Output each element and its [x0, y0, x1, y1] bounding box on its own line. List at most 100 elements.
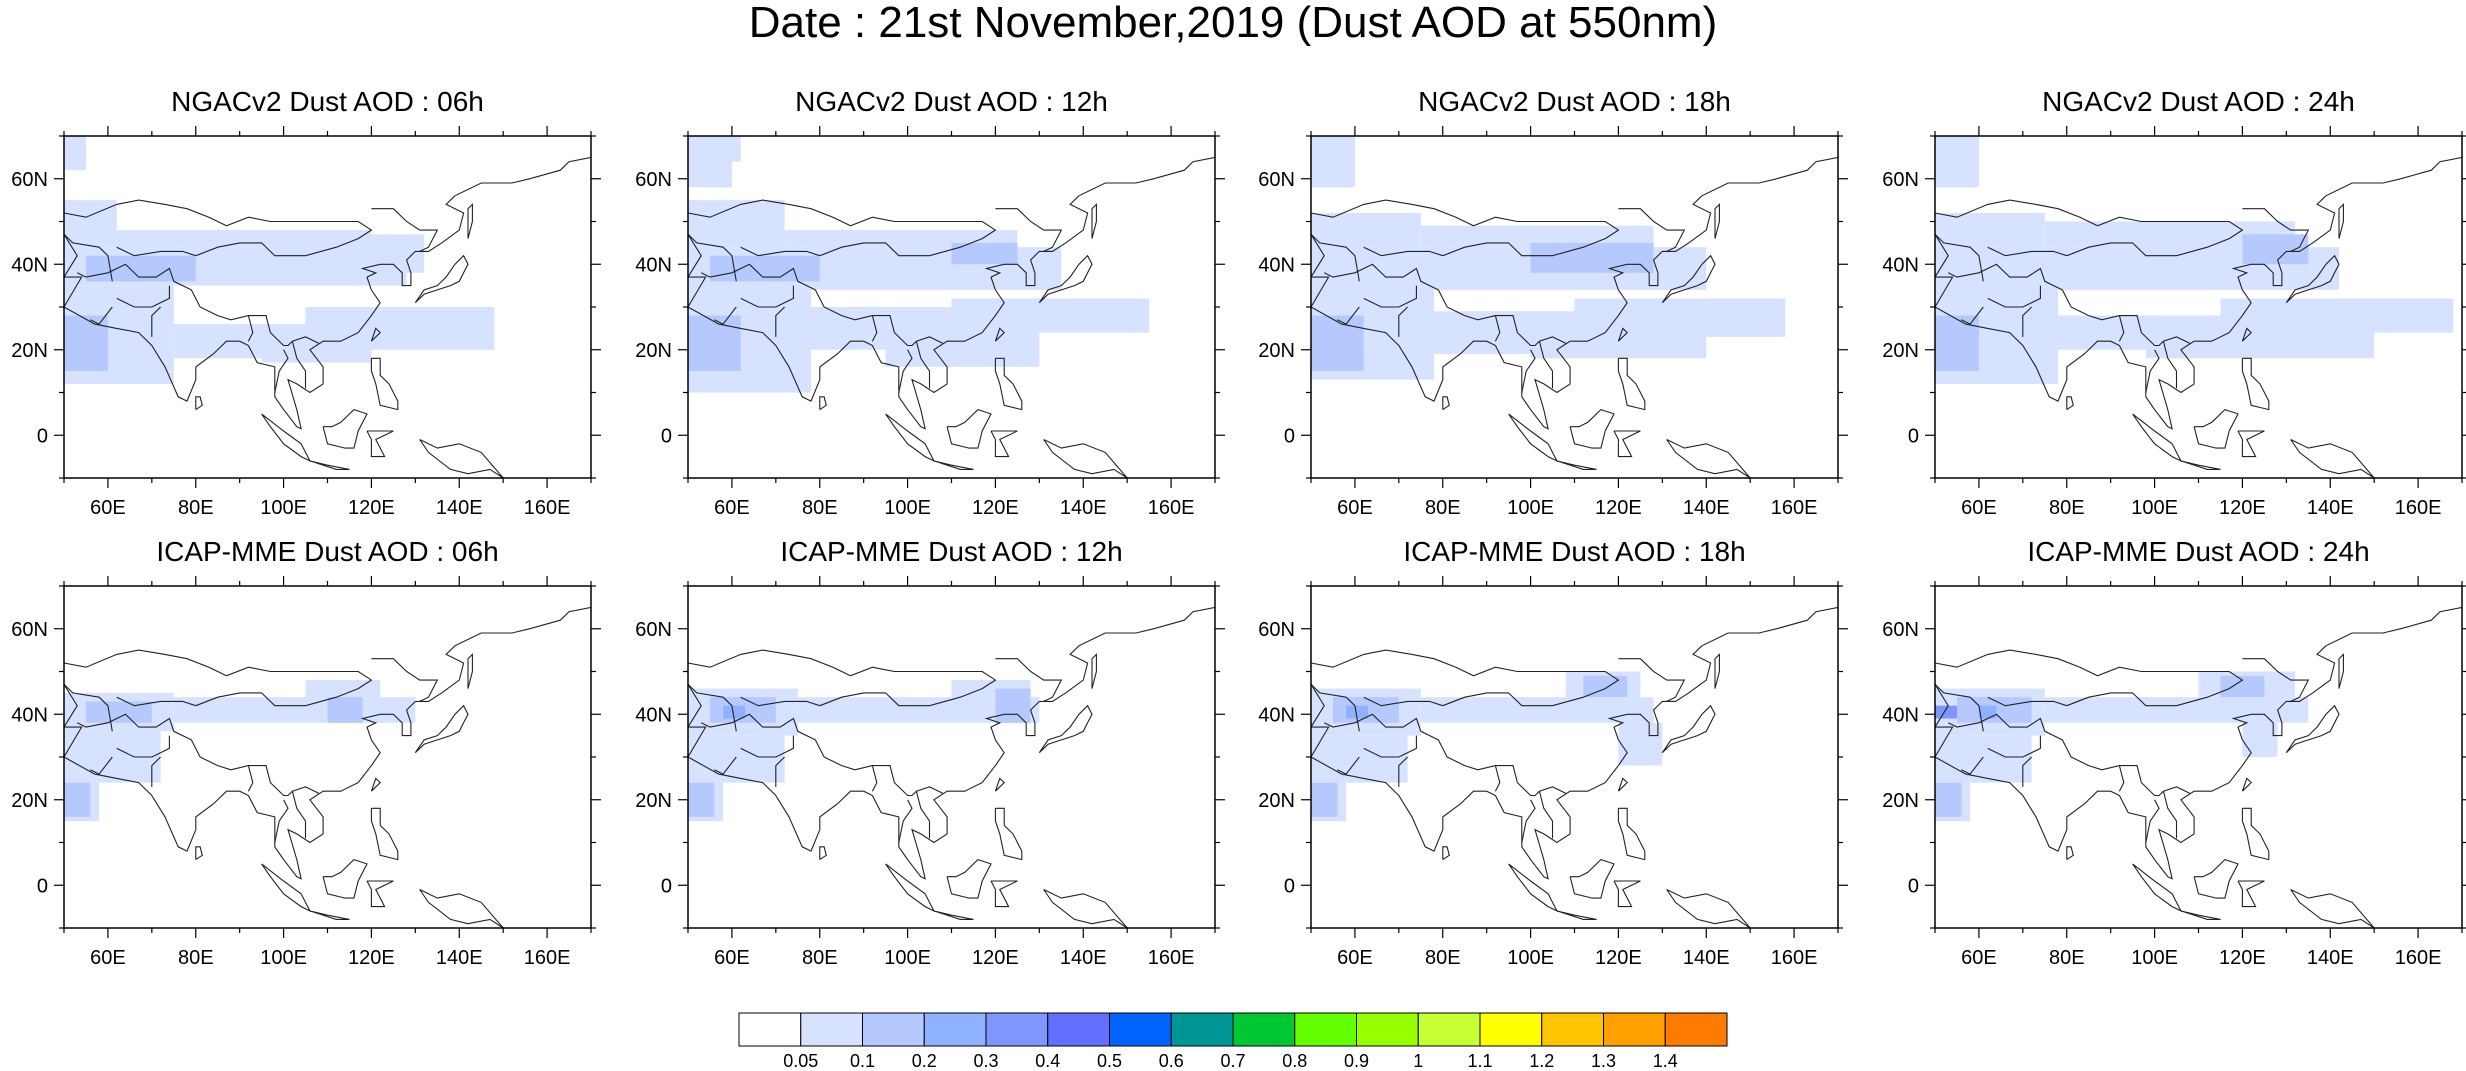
lon-tick-label: 120E [2219, 947, 2266, 969]
lat-tick-label: 0 [1908, 425, 1919, 447]
coastline [370, 777, 381, 792]
colorbar-swatch [1479, 1012, 1543, 1047]
coastline [1363, 696, 1443, 707]
coastline [2290, 439, 2375, 478]
coastline [2241, 327, 2252, 342]
coastline [2162, 341, 2178, 389]
coastline [116, 246, 196, 257]
lon-tick-label: 140E [1683, 497, 1730, 519]
coastline [414, 254, 469, 304]
colorbar-swatch [1109, 1012, 1172, 1047]
lon-tick-label: 80E [1425, 947, 1461, 969]
coastline [700, 263, 943, 347]
coastline [1337, 756, 1360, 775]
coastline [740, 735, 794, 758]
aod-shaded-region [1935, 212, 2045, 248]
aod-shaded-region [116, 230, 372, 248]
coastline [1556, 910, 1597, 920]
coastline [714, 756, 737, 775]
aod-shaded-region [2145, 328, 2375, 359]
coastline [1311, 199, 1620, 257]
coastline [370, 357, 399, 411]
coastline [688, 683, 737, 732]
coastline [2162, 791, 2178, 839]
lon-tick-label: 100E [884, 497, 931, 519]
coastline [1521, 799, 1536, 843]
map-plot: 60E 80E 100E 120E 140E 160E 0 20N 40N 60N [11, 126, 601, 519]
coastline [2132, 413, 2183, 463]
coastline [274, 799, 289, 843]
colorbar-swatch [1294, 1012, 1357, 1047]
lat-tick-label: 40N [1258, 254, 1295, 276]
coastline [1311, 649, 1620, 707]
aod-shaded-region [731, 136, 741, 162]
map-plot: 60E 80E 100E 120E 140E 160E 0 20N 40N 60N [635, 576, 1225, 969]
coastline [90, 756, 113, 775]
lat-tick-label: 60N [635, 169, 672, 191]
coastline [995, 658, 1063, 702]
colorbar-label: 0.5 [1097, 1051, 1122, 1071]
lat-tick-label: 60N [11, 169, 48, 191]
lon-tick-label: 140E [2307, 497, 2354, 519]
lat-tick-label: 60N [1882, 619, 1919, 641]
aod-shaded-region [2220, 675, 2265, 698]
coastline [322, 408, 368, 449]
coastline [322, 858, 368, 899]
lat-tick-label: 20N [1258, 340, 1295, 362]
coastline [195, 396, 203, 411]
coastline [1617, 807, 1646, 861]
aod-shaded-region [1311, 315, 1364, 372]
coastline [994, 357, 1023, 411]
lon-tick-label: 120E [972, 497, 1019, 519]
coastline [1442, 396, 1450, 411]
aod-shaded-region [1420, 225, 1654, 248]
lon-tick-label: 160E [524, 497, 571, 519]
lon-tick-label: 120E [1595, 497, 1642, 519]
colorbar-swatch [1603, 1012, 1666, 1047]
coastline [371, 208, 439, 252]
coastline [2132, 863, 2183, 913]
colorbar-label: 1.2 [1529, 1051, 1554, 1071]
coastline [2193, 408, 2239, 449]
coastline [688, 606, 1215, 880]
coastline [946, 408, 992, 449]
lon-tick-label: 120E [972, 947, 1019, 969]
panel-title: NGACv2 Dust AOD : 18h [1418, 86, 1731, 117]
coastline [76, 713, 319, 797]
coastline [1556, 460, 1597, 470]
coastline [946, 858, 992, 899]
map-panel: ICAP-MME Dust AOD : 24h 60E 80E 100E 120E 140… [1873, 536, 2466, 986]
aod-shaded-region [1311, 735, 1408, 783]
coastline [2338, 203, 2344, 239]
main-title: Date : 21st November,2019 (Dust AOD at 5… [748, 0, 1718, 47]
coastline [1935, 649, 2244, 707]
aod-shaded-region [261, 341, 372, 363]
coastline [2118, 315, 2125, 342]
coastline [1091, 653, 1097, 689]
lat-tick-label: 20N [11, 340, 48, 362]
colorbar-label: 1 [1413, 1051, 1423, 1071]
lat-tick-label: 0 [1284, 875, 1295, 897]
coastline [247, 765, 254, 792]
coastline [1714, 203, 1720, 239]
coastline [1508, 413, 1559, 463]
lon-tick-label: 60E [714, 947, 750, 969]
coastline [994, 777, 1005, 792]
coastline [64, 649, 373, 707]
aod-shaded-region [1311, 782, 1338, 817]
coastline [898, 349, 913, 393]
lat-tick-label: 20N [635, 340, 672, 362]
coastline [90, 306, 113, 325]
colorbar-swatch [738, 1012, 802, 1047]
colorbar-swatch [923, 1012, 987, 1047]
aod-shaded-region [951, 298, 1150, 333]
lon-tick-label: 100E [260, 947, 307, 969]
coastline [1618, 208, 1686, 252]
aod-shaded-region [1935, 136, 1979, 188]
lon-tick-label: 80E [178, 947, 214, 969]
coastline [1311, 156, 1838, 430]
coastline [64, 156, 591, 430]
coastline [1935, 606, 2462, 880]
map-panel: NGACv2 Dust AOD : 18h 60E 80E 100E 120E 140E 1… [1249, 86, 1869, 536]
coastline [688, 199, 997, 257]
